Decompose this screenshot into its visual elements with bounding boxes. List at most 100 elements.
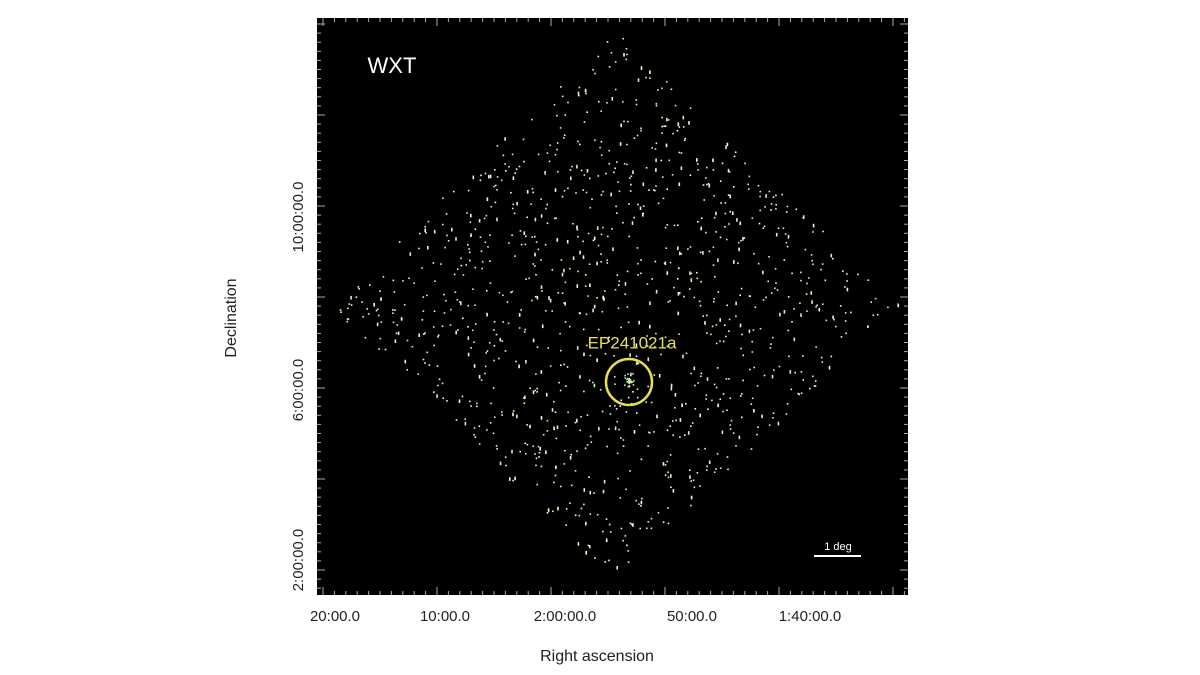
- photon: [579, 312, 581, 315]
- photon: [534, 295, 537, 298]
- photon: [484, 365, 487, 368]
- photon: [458, 399, 461, 403]
- photon: [678, 333, 680, 335]
- photon: [486, 429, 488, 431]
- photon: [535, 457, 538, 460]
- photon: [480, 174, 482, 177]
- photon: [424, 332, 426, 334]
- photon: [667, 119, 670, 121]
- photon: [421, 267, 423, 269]
- photon: [470, 405, 472, 407]
- photon: [586, 169, 589, 173]
- photon: [373, 303, 375, 307]
- photon: [510, 291, 512, 294]
- photon: [535, 241, 538, 243]
- photon: [376, 322, 379, 327]
- photon: [361, 301, 363, 303]
- photon: [496, 145, 499, 147]
- photon: [642, 205, 645, 207]
- photon: [556, 114, 558, 117]
- photon: [872, 314, 875, 316]
- photon: [666, 345, 669, 348]
- photon: [504, 163, 506, 165]
- photon: [406, 339, 409, 342]
- photon: [609, 405, 611, 407]
- photon: [547, 347, 550, 349]
- photon: [740, 239, 742, 242]
- photon: [629, 379, 632, 381]
- photon: [754, 306, 757, 308]
- photon: [633, 216, 635, 219]
- photon: [683, 139, 686, 141]
- photon: [628, 378, 630, 380]
- photon: [584, 447, 587, 450]
- photon: [666, 224, 669, 226]
- photon: [470, 233, 472, 237]
- photon: [396, 324, 399, 326]
- photon: [593, 492, 595, 494]
- photon: [793, 337, 796, 342]
- photon: [685, 403, 687, 405]
- photon: [566, 366, 569, 368]
- photon: [582, 255, 585, 259]
- photon: [700, 226, 702, 231]
- photon: [781, 193, 783, 196]
- photon: [392, 312, 394, 314]
- photon: [655, 289, 658, 294]
- photon: [614, 383, 616, 385]
- photon: [738, 435, 741, 440]
- photon: [496, 176, 499, 178]
- photon: [762, 270, 764, 275]
- photon: [531, 236, 533, 238]
- photon: [432, 326, 435, 328]
- photon: [653, 431, 655, 433]
- photon: [632, 170, 634, 174]
- photon: [346, 318, 349, 320]
- photon: [728, 318, 731, 321]
- photon: [462, 317, 464, 319]
- photon: [810, 291, 812, 295]
- photon: [524, 243, 527, 246]
- photon: [795, 208, 798, 211]
- photon: [499, 337, 502, 342]
- photon: [697, 448, 700, 450]
- photon: [604, 290, 606, 292]
- photon: [580, 507, 583, 510]
- photon: [726, 142, 729, 147]
- photon: [570, 176, 572, 181]
- photon: [561, 292, 564, 294]
- photon: [570, 484, 573, 487]
- photon: [426, 351, 428, 354]
- photon: [651, 147, 653, 149]
- photon: [693, 366, 696, 371]
- photon: [636, 396, 639, 399]
- photon: [496, 217, 498, 222]
- photon: [495, 333, 498, 336]
- photon: [614, 88, 617, 91]
- photon: [632, 523, 634, 527]
- photon: [545, 392, 548, 397]
- photon: [402, 280, 404, 282]
- photon: [840, 336, 843, 338]
- photon: [727, 168, 730, 173]
- photon: [655, 185, 657, 187]
- photon: [339, 309, 342, 311]
- photon: [596, 226, 599, 230]
- photon: [631, 381, 634, 383]
- photon: [705, 398, 707, 400]
- photon: [433, 229, 436, 234]
- photon: [474, 266, 477, 269]
- photon: [397, 331, 400, 336]
- photon: [654, 148, 657, 150]
- photon: [355, 296, 358, 298]
- photon: [536, 346, 539, 348]
- photon: [593, 236, 596, 241]
- photon: [559, 332, 561, 335]
- photon: [619, 405, 622, 407]
- photon: [663, 262, 666, 265]
- photon: [777, 421, 780, 426]
- photon: [802, 355, 804, 357]
- photon: [897, 303, 899, 308]
- photon: [516, 201, 518, 206]
- photon: [532, 445, 535, 447]
